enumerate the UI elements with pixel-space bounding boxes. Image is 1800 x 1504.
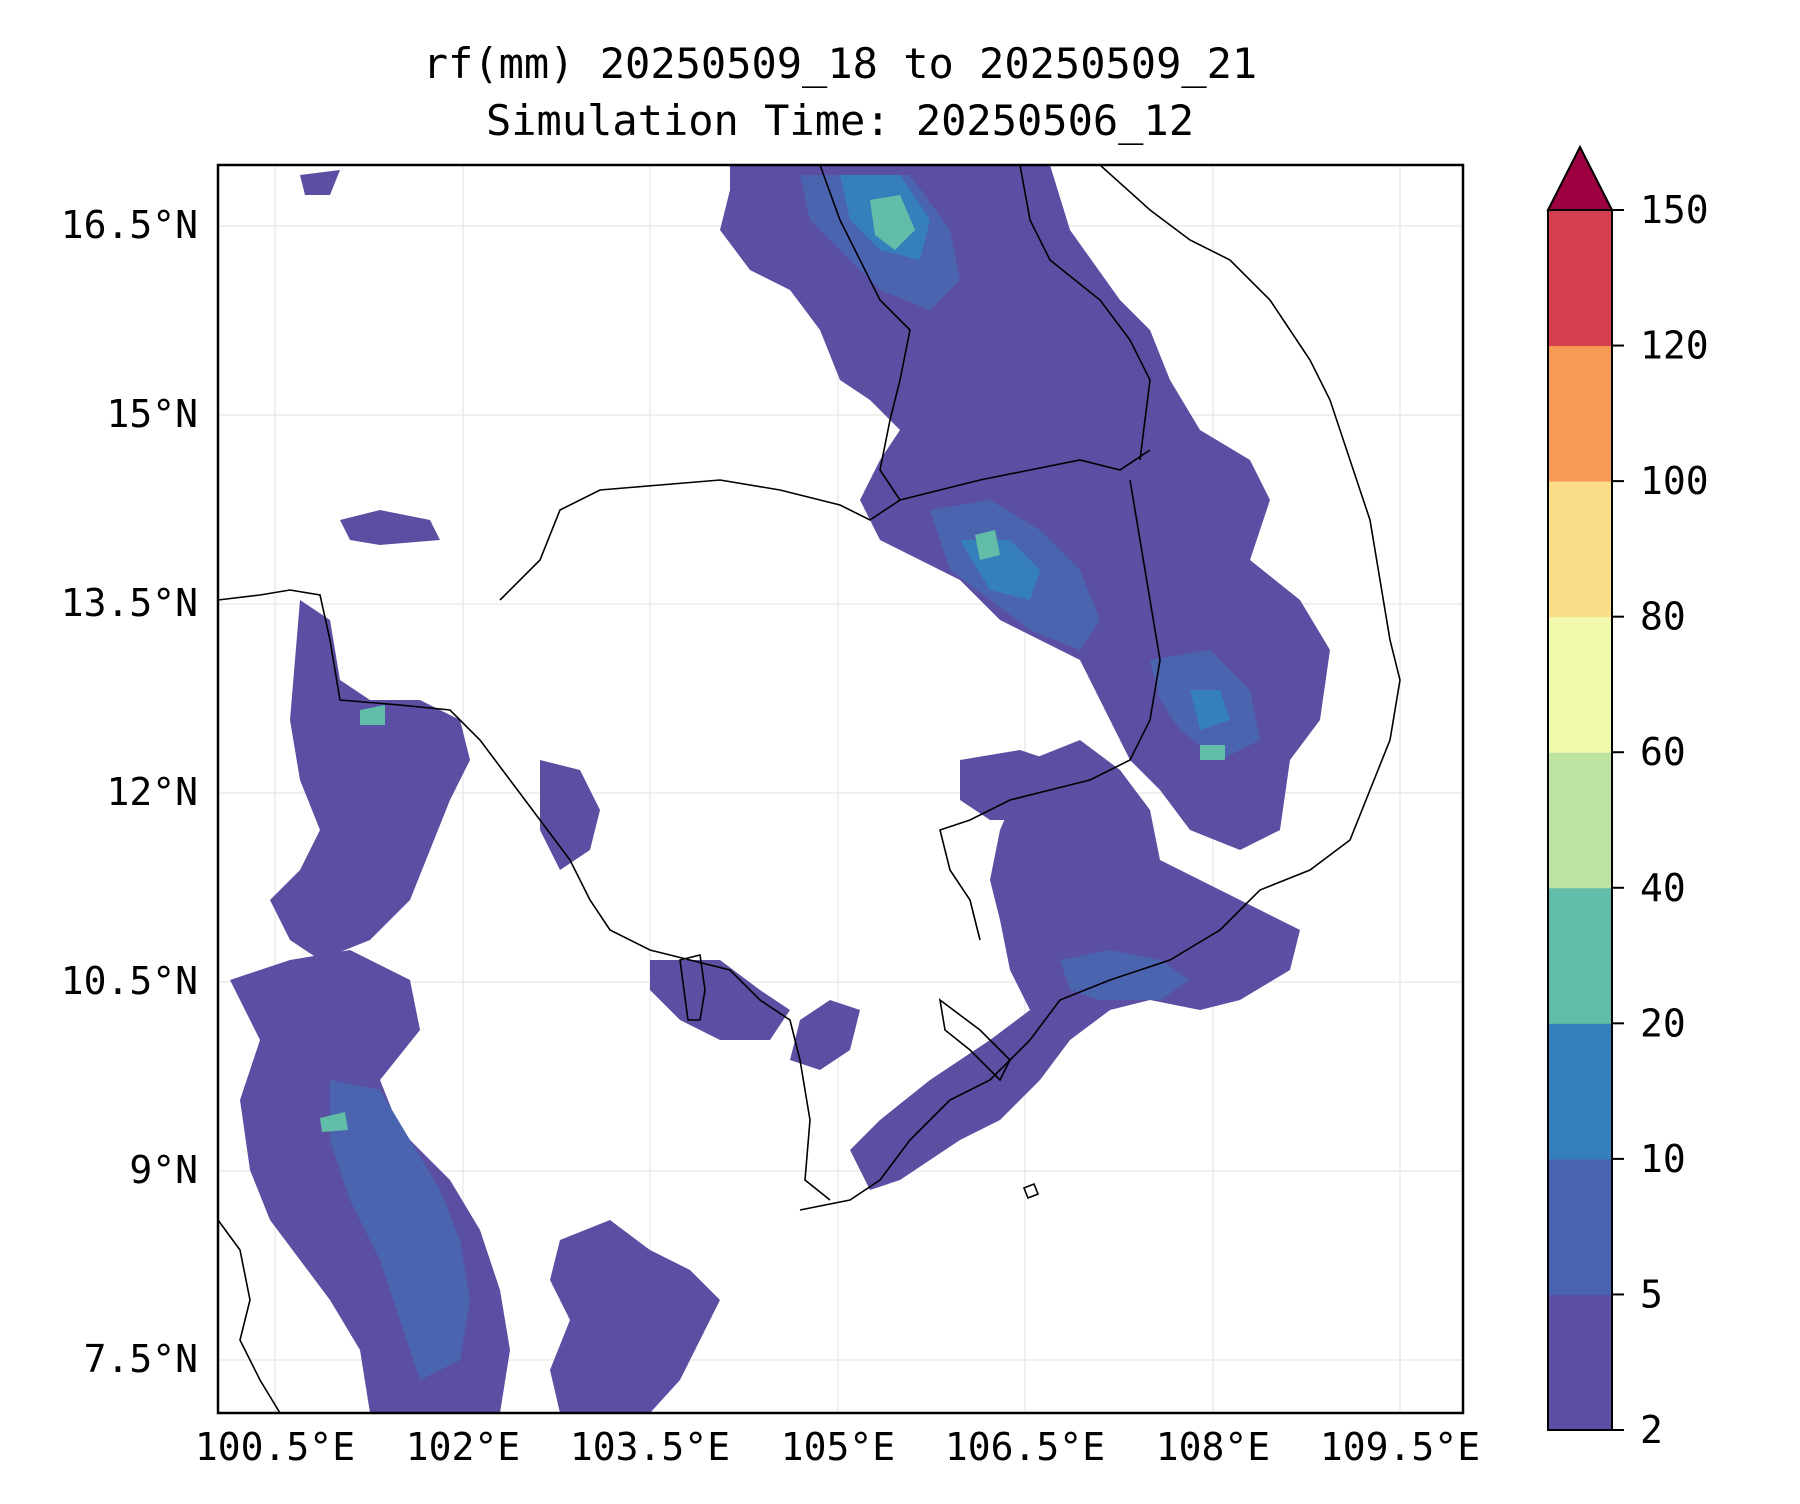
lat-axis: 16.5°N 15°N 13.5°N 12°N 10.5°N 9°N 7.5°N xyxy=(61,203,198,1381)
lon-tick-label: 109.5°E xyxy=(1320,1425,1480,1469)
colorbar-band xyxy=(1548,210,1612,347)
rain-heavy-east xyxy=(1190,690,1230,730)
rain-peak-east xyxy=(1200,745,1225,760)
colorbar-band xyxy=(1548,481,1612,618)
lat-tick-label: 10.5°N xyxy=(61,959,198,1003)
rainfall-very-heavy xyxy=(320,195,1225,1132)
colorbar-tick-label: 10 xyxy=(1640,1137,1686,1181)
lon-tick-label: 105°E xyxy=(781,1425,895,1469)
map-panel xyxy=(218,165,1463,1413)
colorbar-band xyxy=(1548,616,1612,753)
colorbar-tick-label: 120 xyxy=(1640,324,1709,368)
colorbar: 2 5 10 20 40 60 80 100 120 150 xyxy=(1546,144,1709,1452)
colorbar-tick-label: 20 xyxy=(1640,1001,1686,1045)
colorbar-band xyxy=(1548,1294,1612,1431)
rain-region-mekong-delta xyxy=(790,1000,860,1070)
lat-tick-label: 16.5°N xyxy=(61,203,198,247)
rain-peak-north xyxy=(870,195,915,250)
colorbar-band xyxy=(1548,1158,1612,1295)
lon-tick-label: 103.5°E xyxy=(570,1425,730,1469)
rain-region-south-center xyxy=(550,1220,720,1413)
coastline-mekong-mouths xyxy=(938,998,1011,1082)
lon-tick-label: 102°E xyxy=(406,1425,520,1469)
coastline-malay-peninsula xyxy=(218,1219,281,1413)
border-laos-thailand xyxy=(819,165,911,501)
rain-peak-central xyxy=(975,530,1000,560)
lon-tick-label: 108°E xyxy=(1156,1425,1270,1469)
rain-region-gulf-central xyxy=(650,960,790,1040)
lon-axis: 100.5°E 102°E 103.5°E 105°E 106.5°E 108°… xyxy=(195,1425,1480,1469)
map-frame xyxy=(216,163,1465,1415)
border-cambodia-north xyxy=(499,449,1151,601)
colorbar-tick-label: 100 xyxy=(1640,459,1709,503)
colorbar-bands xyxy=(1548,210,1612,1431)
rain-region-cambodia-coast xyxy=(540,760,600,870)
colorbar-labels: 2 5 10 20 40 60 80 100 120 150 xyxy=(1612,188,1709,1452)
colorbar-band xyxy=(1548,345,1612,482)
lat-tick-label: 9°N xyxy=(129,1148,198,1192)
lat-tick-label: 12°N xyxy=(106,770,198,814)
lon-tick-label: 100.5°E xyxy=(195,1425,355,1469)
rain-peak-southwest xyxy=(320,1112,348,1132)
colorbar-tick-label: 150 xyxy=(1640,188,1709,232)
lat-tick-label: 7.5°N xyxy=(84,1337,198,1381)
rain-moderate-sw xyxy=(330,1080,470,1380)
rain-region-isolated-west xyxy=(340,510,440,545)
colorbar-frame xyxy=(1547,209,1613,1431)
border-laos-vietnam xyxy=(1019,165,1151,461)
colorbar-tick-label: 60 xyxy=(1640,730,1686,774)
lon-tick-label: 106.5°E xyxy=(945,1425,1105,1469)
rain-region-top-left xyxy=(300,170,340,195)
title-line-1: rf(mm) 20250509_18 to 20250509_21 xyxy=(423,39,1257,88)
colorbar-tick-label: 2 xyxy=(1640,1408,1663,1452)
colorbar-tick-label: 5 xyxy=(1640,1272,1663,1316)
coastline-east-vietnam xyxy=(799,165,1401,1211)
rain-region-gulf-west xyxy=(270,600,470,960)
coastlines-borders xyxy=(218,165,1401,1413)
rain-peak-west xyxy=(360,705,385,725)
colorbar-band xyxy=(1548,1023,1612,1160)
lat-tick-label: 13.5°N xyxy=(61,581,198,625)
island-phu-quoc xyxy=(679,954,706,1021)
colorbar-extend-triangle xyxy=(1546,144,1614,211)
border-cambodia-east xyxy=(939,479,1161,941)
colorbar-band xyxy=(1548,752,1612,889)
coastline-gulf-thailand xyxy=(218,589,831,1201)
colorbar-band xyxy=(1548,887,1612,1024)
colorbar-tick-label: 80 xyxy=(1640,595,1686,639)
island-con-dao xyxy=(1022,1182,1040,1200)
lat-tick-label: 15°N xyxy=(106,392,198,436)
title-line-2: Simulation Time: 20250506_12 xyxy=(486,96,1194,145)
rain-region-cardamom xyxy=(960,750,1080,820)
colorbar-tick-label: 40 xyxy=(1640,866,1686,910)
